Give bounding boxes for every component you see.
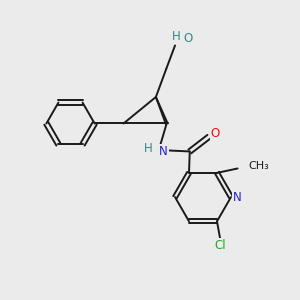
Text: H: H [172,29,181,43]
Text: N: N [233,190,242,204]
Text: H: H [144,142,153,155]
Text: N: N [159,145,168,158]
Text: Cl: Cl [214,239,226,252]
Text: O: O [184,32,193,46]
Text: O: O [211,127,220,140]
Text: CH₃: CH₃ [248,161,269,171]
